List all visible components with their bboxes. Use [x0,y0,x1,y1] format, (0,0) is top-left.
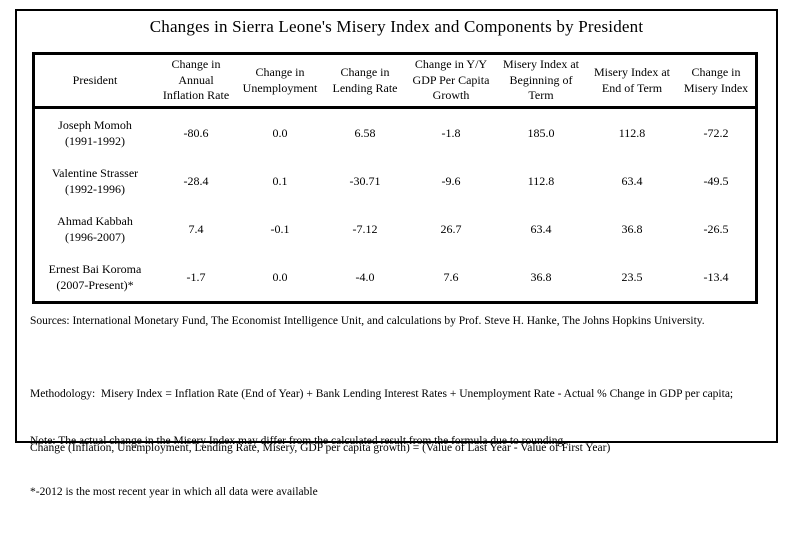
table-row: Ernest Bai Koroma (2007-Present)* -1.7 0… [35,253,755,301]
president-name: Ahmad Kabbah [57,213,133,228]
cell-inflation-change: -80.6 [183,125,209,140]
cell-misery-change: -72.2 [703,125,729,140]
president-term: (2007-Present)* [56,278,134,292]
president-cell: Ahmad Kabbah (1996-2007) [35,205,155,253]
cell-misery-begin: 63.4 [530,221,552,236]
president-term: (1991-1992) [65,134,125,148]
president-name: Valentine Strasser [51,165,139,180]
president-term: (1996-2007) [65,230,125,244]
president-name: Ernest Bai Koroma [48,261,142,276]
president-cell: Joseph Momoh (1991-1992) [35,109,155,157]
cell-misery-begin: 112.8 [527,173,555,188]
cell-lending-rate: 6.58 [354,125,376,140]
cell-misery-end: 36.8 [621,221,643,236]
cell-unemployment: 0.1 [272,173,288,188]
cell-unemployment: 0.0 [272,125,288,140]
column-header-inflation-change: Change in Annual Inflation Rate [155,55,237,109]
column-header-misery-begin: Misery Index at Beginning of Term [495,55,587,109]
cell-misery-change: -49.5 [703,173,729,188]
methodology-note: Methodology: Misery Index = Inflation Ra… [30,349,766,493]
column-header-misery-change: Change in Misery Index [677,55,755,109]
president-cell: Ernest Bai Koroma (2007-Present)* [35,253,155,301]
cell-misery-end: 112.8 [618,125,646,140]
methodology-line-2: Change (Inflation, Unemployment, Lending… [30,442,611,454]
figure-title: Changes in Sierra Leone's Misery Index a… [149,17,644,36]
table-row: Ahmad Kabbah (1996-2007) 7.4 -0.1 -7.12 … [35,205,755,253]
cell-unemployment: -0.1 [270,221,290,236]
rounding-note: Note: The actual change in the Misery In… [30,399,766,535]
cell-lending-rate: -4.0 [355,269,375,284]
column-header-unemployment: Change in Unemployment [237,55,323,109]
figure-frame: Changes in Sierra Leone's Misery Index a… [15,9,778,498]
president-name: Joseph Momoh [58,117,132,132]
column-header-president: President [35,55,155,109]
table-header-row: President Change in Annual Inflation Rat… [35,55,755,109]
president-cell: Valentine Strasser (1992-1996) [35,157,155,205]
asterisk-note-line: *-2012 is the most recent year in which … [30,486,318,498]
column-header-misery-end: Misery Index at End of Term [587,55,677,109]
cell-gdp-growth: -1.8 [441,125,461,140]
table-row: Joseph Momoh (1991-1992) -80.6 0.0 6.58 … [35,109,755,157]
table-row: Valentine Strasser (1992-1996) -28.4 0.1… [35,157,755,205]
cell-misery-change: -26.5 [703,221,729,236]
cell-gdp-growth: 7.6 [443,269,459,284]
cell-misery-begin: 185.0 [527,125,555,140]
cell-misery-end: 63.4 [621,173,643,188]
cell-gdp-growth: -9.6 [441,173,461,188]
cell-misery-change: -13.4 [703,269,729,284]
methodology-line-1: Methodology: Misery Index = Inflation Ra… [30,388,734,400]
cell-gdp-growth: 26.7 [440,221,462,236]
column-header-lending-rate: Change in Lending Rate [323,55,407,109]
sources-note: Sources: International Monetary Fund, Th… [30,315,705,327]
column-header-gdp-growth: Change in Y/Y GDP Per Capita Growth [407,55,495,109]
cell-lending-rate: -7.12 [352,221,378,236]
cell-inflation-change: 7.4 [188,221,204,236]
misery-index-table: President Change in Annual Inflation Rat… [32,52,758,304]
cell-misery-begin: 36.8 [530,269,552,284]
cell-unemployment: 0.0 [272,269,288,284]
cell-lending-rate: -30.71 [349,173,381,188]
document-page: Changes in Sierra Leone's Misery Index a… [15,9,778,498]
president-term: (1992-1996) [65,182,125,196]
cell-misery-end: 23.5 [621,269,643,284]
cell-inflation-change: -1.7 [186,269,206,284]
cell-inflation-change: -28.4 [183,173,209,188]
rounding-note-line: Note: The actual change in the Misery In… [30,435,567,447]
